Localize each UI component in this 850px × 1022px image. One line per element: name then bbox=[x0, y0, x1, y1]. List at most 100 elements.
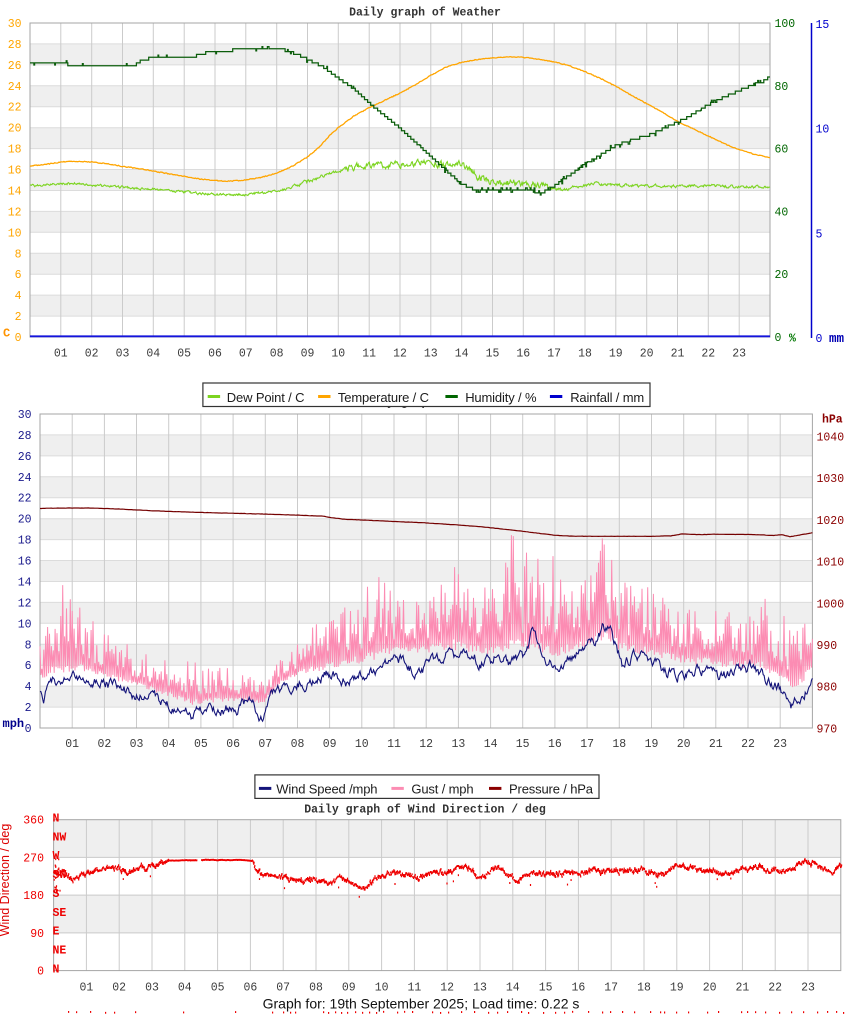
svg-text:Temperature / C: Temperature / C bbox=[338, 390, 429, 405]
svg-text:30: 30 bbox=[18, 409, 32, 422]
svg-text:22: 22 bbox=[18, 493, 32, 506]
svg-text:26: 26 bbox=[18, 451, 32, 464]
svg-text:06: 06 bbox=[243, 982, 257, 995]
svg-text:10: 10 bbox=[8, 227, 22, 240]
svg-text:Pressure / hPa: Pressure / hPa bbox=[509, 782, 594, 797]
svg-text:0: 0 bbox=[775, 332, 782, 345]
svg-text:180: 180 bbox=[23, 890, 44, 903]
svg-text:6: 6 bbox=[25, 660, 32, 673]
svg-text:hPa: hPa bbox=[822, 414, 843, 427]
svg-text:5: 5 bbox=[816, 228, 823, 241]
svg-text:22: 22 bbox=[8, 102, 22, 115]
svg-text:N: N bbox=[53, 963, 60, 976]
svg-text:03: 03 bbox=[116, 348, 130, 361]
svg-text:01: 01 bbox=[79, 982, 93, 995]
svg-text:06: 06 bbox=[208, 348, 222, 361]
svg-text:NW: NW bbox=[53, 831, 67, 844]
svg-text:Humidity / %: Humidity / % bbox=[465, 390, 537, 405]
svg-text:18: 18 bbox=[8, 144, 22, 157]
svg-text:11: 11 bbox=[407, 982, 421, 995]
svg-text:20: 20 bbox=[775, 269, 789, 282]
svg-text:SE: SE bbox=[53, 907, 67, 920]
svg-text:11: 11 bbox=[387, 738, 401, 751]
svg-text:1040: 1040 bbox=[817, 432, 845, 445]
svg-text:16: 16 bbox=[516, 348, 530, 361]
svg-text:14: 14 bbox=[506, 982, 520, 995]
svg-text:19: 19 bbox=[645, 738, 659, 751]
svg-text:Graph for: 19th September 2025: Graph for: 19th September 2025; Load tim… bbox=[263, 996, 580, 1012]
svg-text:2: 2 bbox=[15, 311, 22, 324]
svg-text:28: 28 bbox=[18, 430, 32, 443]
svg-text:990: 990 bbox=[817, 640, 838, 653]
svg-text:22: 22 bbox=[701, 348, 715, 361]
svg-text:24: 24 bbox=[18, 472, 32, 485]
svg-text:S: S bbox=[53, 888, 60, 901]
svg-text:8: 8 bbox=[25, 639, 32, 652]
svg-text:18: 18 bbox=[612, 738, 626, 751]
svg-text:Wind Direction / deg: Wind Direction / deg bbox=[0, 824, 12, 937]
svg-text:4: 4 bbox=[25, 681, 32, 694]
svg-text:20: 20 bbox=[18, 514, 32, 527]
svg-text:21: 21 bbox=[671, 348, 685, 361]
svg-text:mph: mph bbox=[3, 717, 25, 731]
svg-text:Gust / mph: Gust / mph bbox=[411, 782, 473, 797]
svg-text:19: 19 bbox=[609, 348, 623, 361]
svg-text:80: 80 bbox=[775, 81, 789, 94]
svg-text:Rainfall / mm: Rainfall / mm bbox=[570, 390, 644, 405]
svg-text:1000: 1000 bbox=[817, 598, 845, 611]
svg-text:20: 20 bbox=[640, 348, 654, 361]
svg-text:17: 17 bbox=[604, 982, 618, 995]
svg-text:270: 270 bbox=[23, 852, 44, 865]
svg-text:04: 04 bbox=[178, 982, 192, 995]
svg-text:14: 14 bbox=[18, 577, 32, 590]
svg-text:09: 09 bbox=[342, 982, 356, 995]
svg-text:12: 12 bbox=[419, 738, 433, 751]
svg-text:05: 05 bbox=[211, 982, 225, 995]
svg-text:980: 980 bbox=[817, 682, 838, 695]
svg-text:12: 12 bbox=[393, 348, 407, 361]
svg-text:19: 19 bbox=[670, 982, 684, 995]
svg-text:03: 03 bbox=[130, 738, 144, 751]
svg-text:07: 07 bbox=[239, 348, 253, 361]
svg-text:NE: NE bbox=[53, 945, 67, 958]
svg-text:1020: 1020 bbox=[817, 515, 845, 528]
svg-text:18: 18 bbox=[18, 535, 32, 548]
svg-text:11: 11 bbox=[362, 348, 376, 361]
svg-text:15: 15 bbox=[539, 982, 553, 995]
svg-text:23: 23 bbox=[801, 982, 815, 995]
svg-text:13: 13 bbox=[424, 348, 438, 361]
svg-text:0: 0 bbox=[37, 966, 44, 979]
svg-text:16: 16 bbox=[548, 738, 562, 751]
svg-text:24: 24 bbox=[8, 81, 22, 94]
svg-text:04: 04 bbox=[162, 738, 176, 751]
svg-text:10: 10 bbox=[331, 348, 345, 361]
svg-text:mm: mm bbox=[829, 332, 845, 346]
svg-text:C: C bbox=[3, 327, 10, 341]
svg-text:10: 10 bbox=[355, 738, 369, 751]
svg-text:03: 03 bbox=[145, 982, 159, 995]
svg-text:16: 16 bbox=[571, 982, 585, 995]
svg-text:0: 0 bbox=[15, 332, 22, 345]
svg-text:20: 20 bbox=[703, 982, 717, 995]
svg-text:970: 970 bbox=[817, 723, 838, 736]
svg-text:100: 100 bbox=[775, 18, 796, 31]
svg-text:12: 12 bbox=[440, 982, 454, 995]
svg-text:SW: SW bbox=[53, 869, 67, 882]
svg-text:02: 02 bbox=[97, 738, 111, 751]
svg-text:21: 21 bbox=[709, 738, 723, 751]
svg-text:09: 09 bbox=[323, 738, 337, 751]
svg-text:1030: 1030 bbox=[817, 473, 845, 486]
svg-text:Daily graph of Wind Direction: Daily graph of Wind Direction / deg bbox=[304, 803, 546, 816]
svg-text:12: 12 bbox=[8, 206, 22, 219]
svg-text:16: 16 bbox=[8, 165, 22, 178]
svg-text:09: 09 bbox=[301, 348, 315, 361]
svg-text:14: 14 bbox=[455, 348, 469, 361]
svg-text:8: 8 bbox=[15, 248, 22, 261]
svg-text:N: N bbox=[53, 813, 60, 826]
svg-text:14: 14 bbox=[484, 738, 498, 751]
svg-text:23: 23 bbox=[773, 738, 787, 751]
svg-text:23: 23 bbox=[732, 348, 746, 361]
svg-text:10: 10 bbox=[375, 982, 389, 995]
svg-text:Daily graph of Weather: Daily graph of Weather bbox=[349, 7, 501, 20]
svg-text:15: 15 bbox=[516, 738, 530, 751]
